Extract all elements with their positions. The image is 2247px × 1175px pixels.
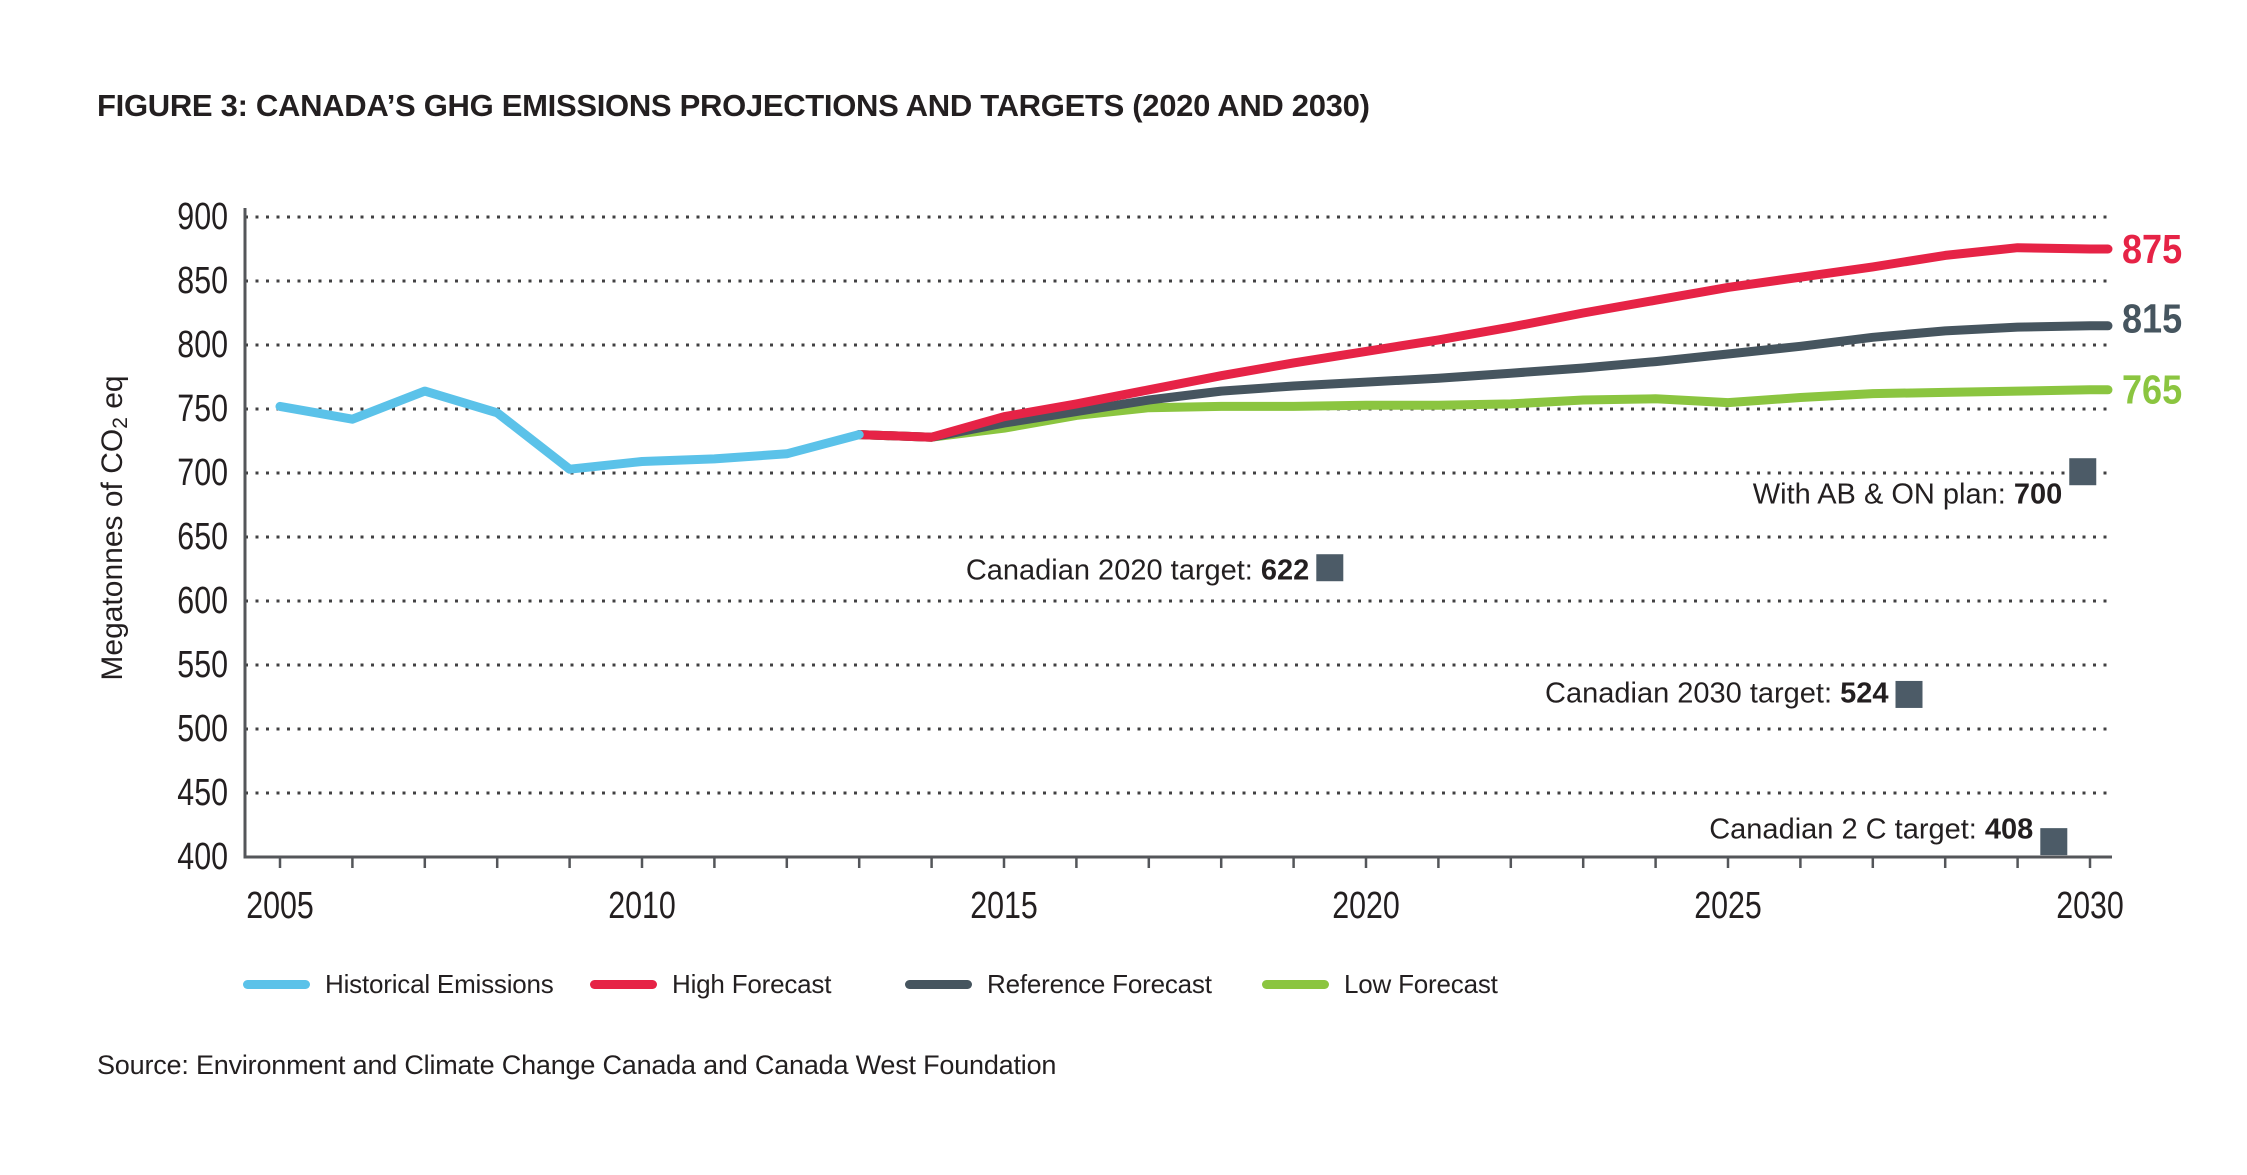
x-tick-label-2010: 2010	[608, 885, 676, 927]
end-label-815: 815	[2122, 296, 2182, 342]
series-line-historical	[275, 386, 864, 474]
target-marker-700	[2069, 458, 2097, 486]
legend-label: Reference Forecast	[987, 968, 1212, 999]
y-tick-label-450: 450	[177, 772, 228, 814]
source-attribution: Source: Environment and Climate Change C…	[97, 1050, 1057, 1080]
reference-forecast-line-swatch	[905, 979, 972, 989]
end-label-765: 765	[2122, 367, 2182, 413]
series-line-high	[854, 243, 2113, 442]
x-tick-label-2015: 2015	[970, 885, 1038, 927]
legend-item-historical: Historical Emissions	[243, 964, 554, 1004]
x-tick-label-2020: 2020	[1332, 885, 1400, 927]
y-tick-label-400: 400	[177, 836, 228, 878]
y-tick-label-800: 800	[177, 324, 228, 366]
legend-label: Historical Emissions	[325, 968, 554, 999]
low-forecast-line-swatch	[1262, 979, 1329, 989]
y-tick-label-750: 750	[177, 388, 228, 430]
tick-labels: 900 850 800 750 700 650 600 550 500 450 400 2005 201…	[177, 196, 2124, 927]
target-label-622: Canadian 2020 target: 622	[966, 555, 1309, 587]
y-tick-label-650: 650	[177, 516, 228, 558]
figure-title: FIGURE 3: CANADA’S GHG EMISSIONS PROJECT…	[97, 88, 1370, 123]
target-marker-408	[2040, 828, 2068, 856]
end-label-875: 875	[2122, 226, 2182, 272]
x-tick-label-2025: 2025	[1694, 885, 1762, 927]
chart-legend: Historical Emissions High Forecast Refer…	[0, 964, 2247, 1004]
y-axis-title-text: Megatonnes of CO2 eq	[96, 375, 132, 680]
series-line-reference	[854, 321, 2113, 442]
target-label-408: Canadian 2 C target: 408	[1709, 814, 2033, 846]
target-marker-524	[1895, 680, 1923, 708]
y-axis-title: Megatonnes of CO2 eq	[96, 375, 132, 680]
y-tick-label-700: 700	[177, 452, 228, 494]
y-tick-label-900: 900	[177, 196, 228, 238]
y-tick-label-550: 550	[177, 644, 228, 686]
series-lines: 765 815 875	[275, 226, 2182, 474]
legend-label: Low Forecast	[1344, 968, 1498, 999]
y-tick-label-850: 850	[177, 260, 228, 302]
legend-item-reference-forecast: Reference Forecast	[905, 964, 1212, 1004]
y-tick-label-600: 600	[177, 580, 228, 622]
target-label-524: Canadian 2030 target: 524	[1545, 677, 1888, 709]
x-tick-label-2030: 2030	[2056, 885, 2124, 927]
target-annotations: With AB & ON plan: 700 Canadian 2020 targ…	[966, 458, 2097, 856]
legend-item-high-forecast: High Forecast	[590, 964, 831, 1004]
target-label-700: With AB & ON plan: 700	[1753, 479, 2063, 511]
axes	[243, 208, 2112, 868]
target-marker-622	[1316, 554, 1344, 582]
high-forecast-line-swatch	[590, 979, 657, 989]
historical-line-swatch	[243, 979, 310, 989]
legend-label: High Forecast	[672, 968, 832, 999]
legend-item-low-forecast: Low Forecast	[1262, 964, 1498, 1004]
x-tick-label-2005: 2005	[246, 885, 314, 927]
y-tick-label-500: 500	[177, 708, 228, 750]
